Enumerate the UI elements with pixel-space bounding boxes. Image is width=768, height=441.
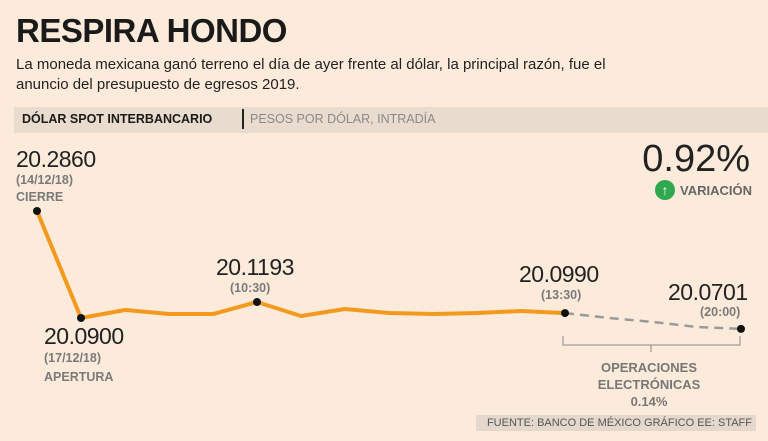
ops-line1: OPERACIONES (600, 360, 698, 375)
series-intraday-line (35, 210, 566, 320)
p1330-time: (13:30) (541, 288, 582, 302)
p2000-time: (20:00) (700, 305, 741, 319)
apertura-value: 20.0900 (44, 323, 124, 349)
ops-value: 0.14% (630, 394, 668, 409)
data-point (561, 309, 569, 318)
p1030-value: 20.1193 (216, 254, 294, 280)
variation-label: VARIACIÓN (680, 182, 752, 198)
cierre-value: 20.2860 (16, 146, 96, 172)
p1030-time: (10:30) (230, 281, 271, 295)
variation-value: 0.92% (642, 138, 750, 180)
source-note: FUENTE: BANCO DE MÉXICO GRÁFICO EE: STAF… (476, 415, 756, 431)
electronic-ops-note: OPERACIONES ELECTRÓNICAS 0.14% (574, 359, 724, 410)
electronic-ops-bracket (562, 336, 741, 352)
chart-unit: PESOS POR DÓLAR, INTRADÍA (250, 112, 436, 126)
variation-label-row: ↑ VARIACIÓN (655, 180, 752, 200)
p1330-value: 20.0990 (519, 261, 599, 287)
data-point (77, 314, 85, 322)
ops-line2: ELECTRÓNICAS (597, 377, 701, 392)
apertura-label: APERTURA (44, 370, 114, 384)
chart-header-bar: DÓLAR SPOT INTERBANCARIO PESOS POR DÓLAR… (14, 107, 768, 133)
divider (242, 109, 244, 129)
chart-title: DÓLAR SPOT INTERBANCARIO (22, 112, 213, 126)
cierre-label: CIERRE (16, 190, 64, 204)
subtitle: La moneda mexicana ganó terreno el día d… (16, 56, 606, 93)
cierre-date: (14/12/18) (16, 173, 73, 187)
arrow-up-circle-icon: ↑ (655, 180, 676, 200)
page-title: RESPIRA HONDO (16, 12, 287, 49)
apertura-date: (17/12/18) (44, 351, 101, 365)
data-point (253, 298, 261, 307)
p2000-value: 20.0701 (668, 279, 748, 305)
data-point (737, 324, 745, 333)
data-point (33, 207, 41, 216)
